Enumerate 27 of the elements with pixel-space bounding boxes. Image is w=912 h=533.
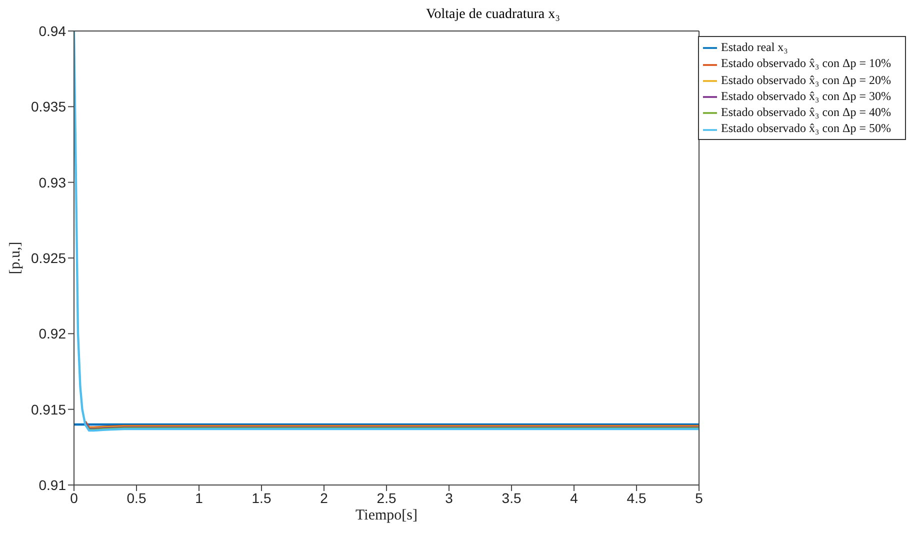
x-tick-label: 4 (570, 490, 578, 506)
x-axis-title: Tiempo[s] (356, 508, 418, 524)
x-tick-label: 0.5 (126, 490, 146, 506)
legend-label: Estado observado x̂₃ con Δp = 20% (721, 72, 891, 86)
x-tick-label: 5 (695, 490, 704, 506)
x-tick-label: 1 (195, 490, 204, 506)
y-tick-label: 0.915 (30, 401, 66, 418)
legend-label: Estado observado x̂₃ con Δp = 30% (721, 88, 891, 103)
y-axis-title: [p.u,] (7, 242, 24, 274)
y-tick-label: 0.935 (30, 98, 66, 115)
y-tick-label: 0.91 (38, 476, 66, 493)
x-tick-label: 2.5 (376, 490, 396, 506)
legend-label: Estado observado x̂₃ con Δp = 50% (721, 121, 891, 136)
x-tick-label: 3 (445, 490, 454, 506)
chart-title: Voltaje de cuadratura x₃ (424, 7, 562, 22)
x-tick-label: 3.5 (502, 490, 522, 506)
x-tick-label: 1.5 (252, 490, 272, 506)
x-tick-label: 2 (320, 490, 328, 506)
y-tick-label: 0.94 (38, 22, 66, 39)
y-tick-label: 0.925 (30, 250, 66, 266)
legend-label: Estado real x₃ (721, 40, 788, 54)
y-tick-label: 0.92 (38, 326, 66, 342)
legend-label: Estado observado x̂₃ con Δp = 10% (721, 56, 891, 70)
y-tick-label: 0.93 (38, 174, 66, 190)
legend-label: Estado observado x̂₃ con Δp = 40% (721, 105, 891, 119)
x-tick-label: 0 (70, 490, 78, 506)
x-tick-label: 4.5 (626, 490, 646, 506)
